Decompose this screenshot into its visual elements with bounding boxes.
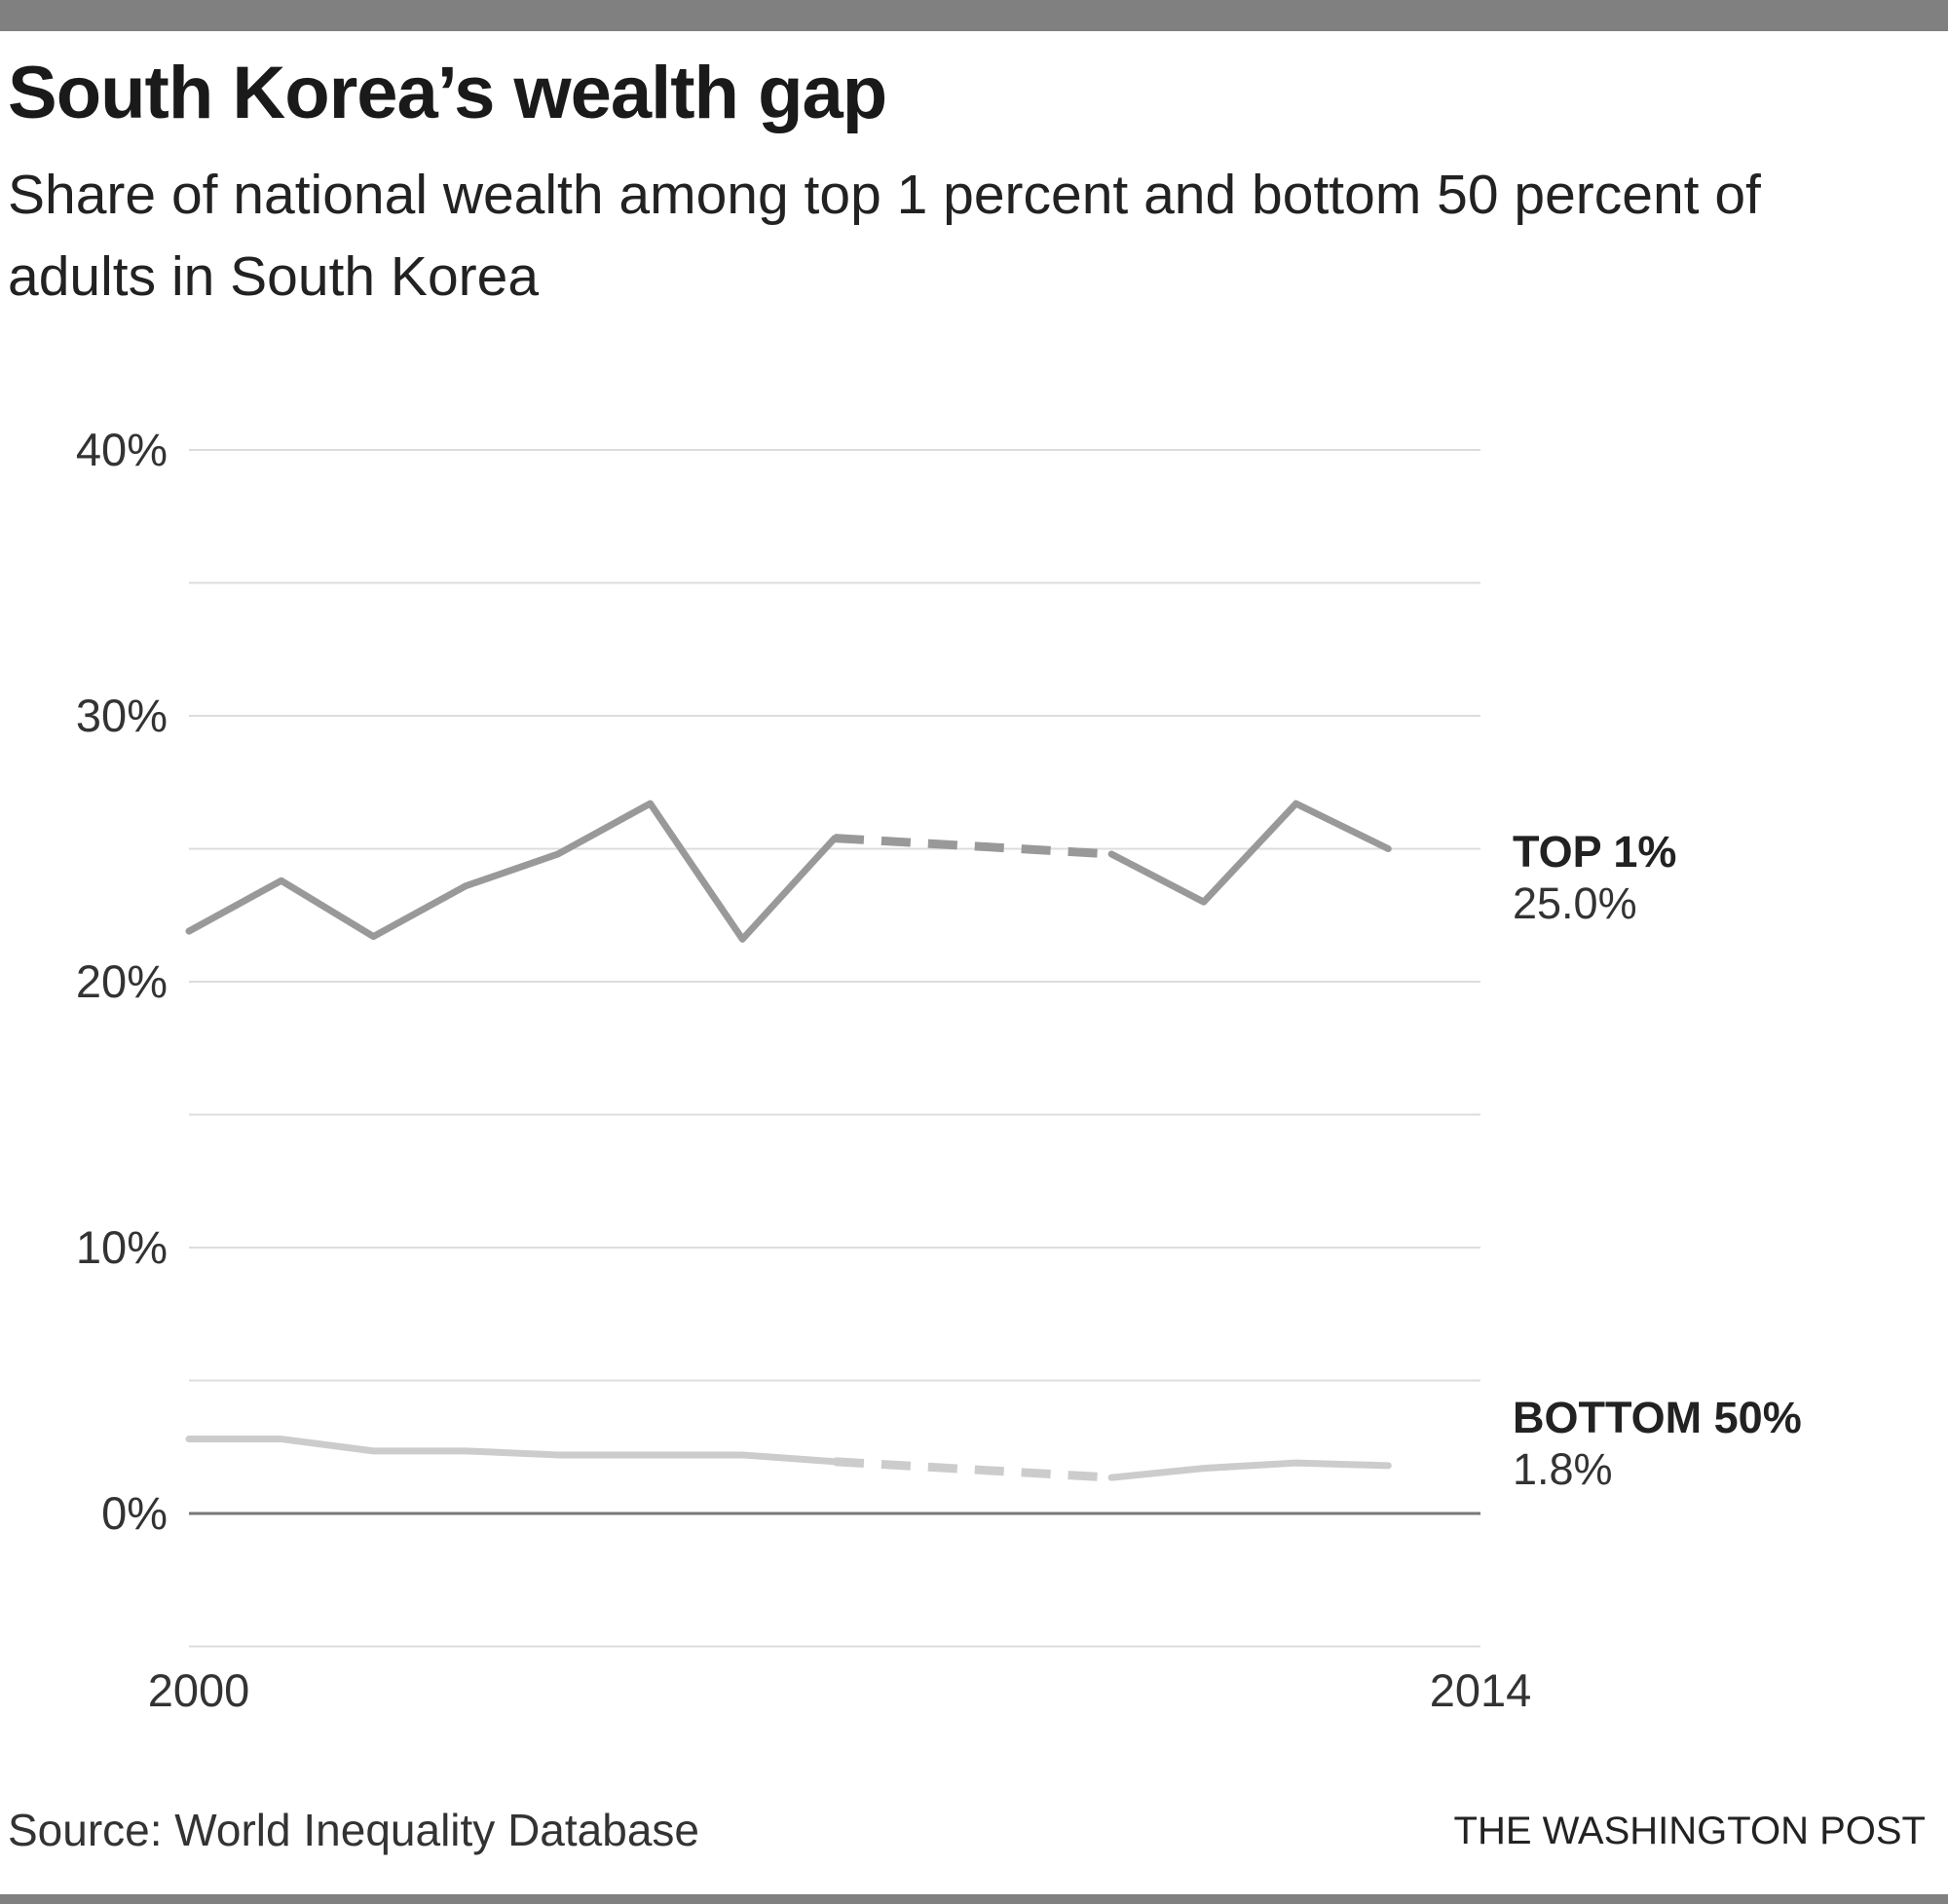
source-note: Source: World Inequality Database bbox=[8, 1805, 699, 1855]
series-end-value: 25.0% bbox=[1513, 878, 1637, 928]
series-line-0 bbox=[185, 800, 839, 943]
series-label: TOP 1% bbox=[1513, 827, 1676, 877]
series-dashed-gap-0 bbox=[834, 834, 1112, 859]
y-tick-label: 40% bbox=[76, 424, 168, 475]
x-tick-label: 2014 bbox=[1430, 1664, 1532, 1716]
y-tick-label: 20% bbox=[76, 955, 168, 1007]
series-end-value: 1.8% bbox=[1513, 1444, 1613, 1494]
y-tick-label: 0% bbox=[101, 1487, 168, 1539]
series-line-0 bbox=[1107, 800, 1392, 906]
top-border-bar bbox=[0, 0, 1948, 31]
bottom-border-bar bbox=[0, 1894, 1948, 1904]
chart-title: South Korea’s wealth gap bbox=[8, 52, 887, 134]
chart-subtitle: Share of national wealth among top 1 per… bbox=[8, 164, 1761, 308]
y-tick-label: 30% bbox=[76, 690, 168, 741]
publisher-credit: THE WASHINGTON POST bbox=[1453, 1810, 1926, 1852]
x-tick-label: 2000 bbox=[148, 1664, 250, 1716]
series-dashed-gap-1 bbox=[834, 1457, 1112, 1482]
series-label: BOTTOM 50% bbox=[1513, 1393, 1802, 1442]
series-line-1 bbox=[1107, 1459, 1392, 1481]
y-tick-label: 10% bbox=[76, 1221, 168, 1273]
series-line-1 bbox=[185, 1436, 839, 1466]
